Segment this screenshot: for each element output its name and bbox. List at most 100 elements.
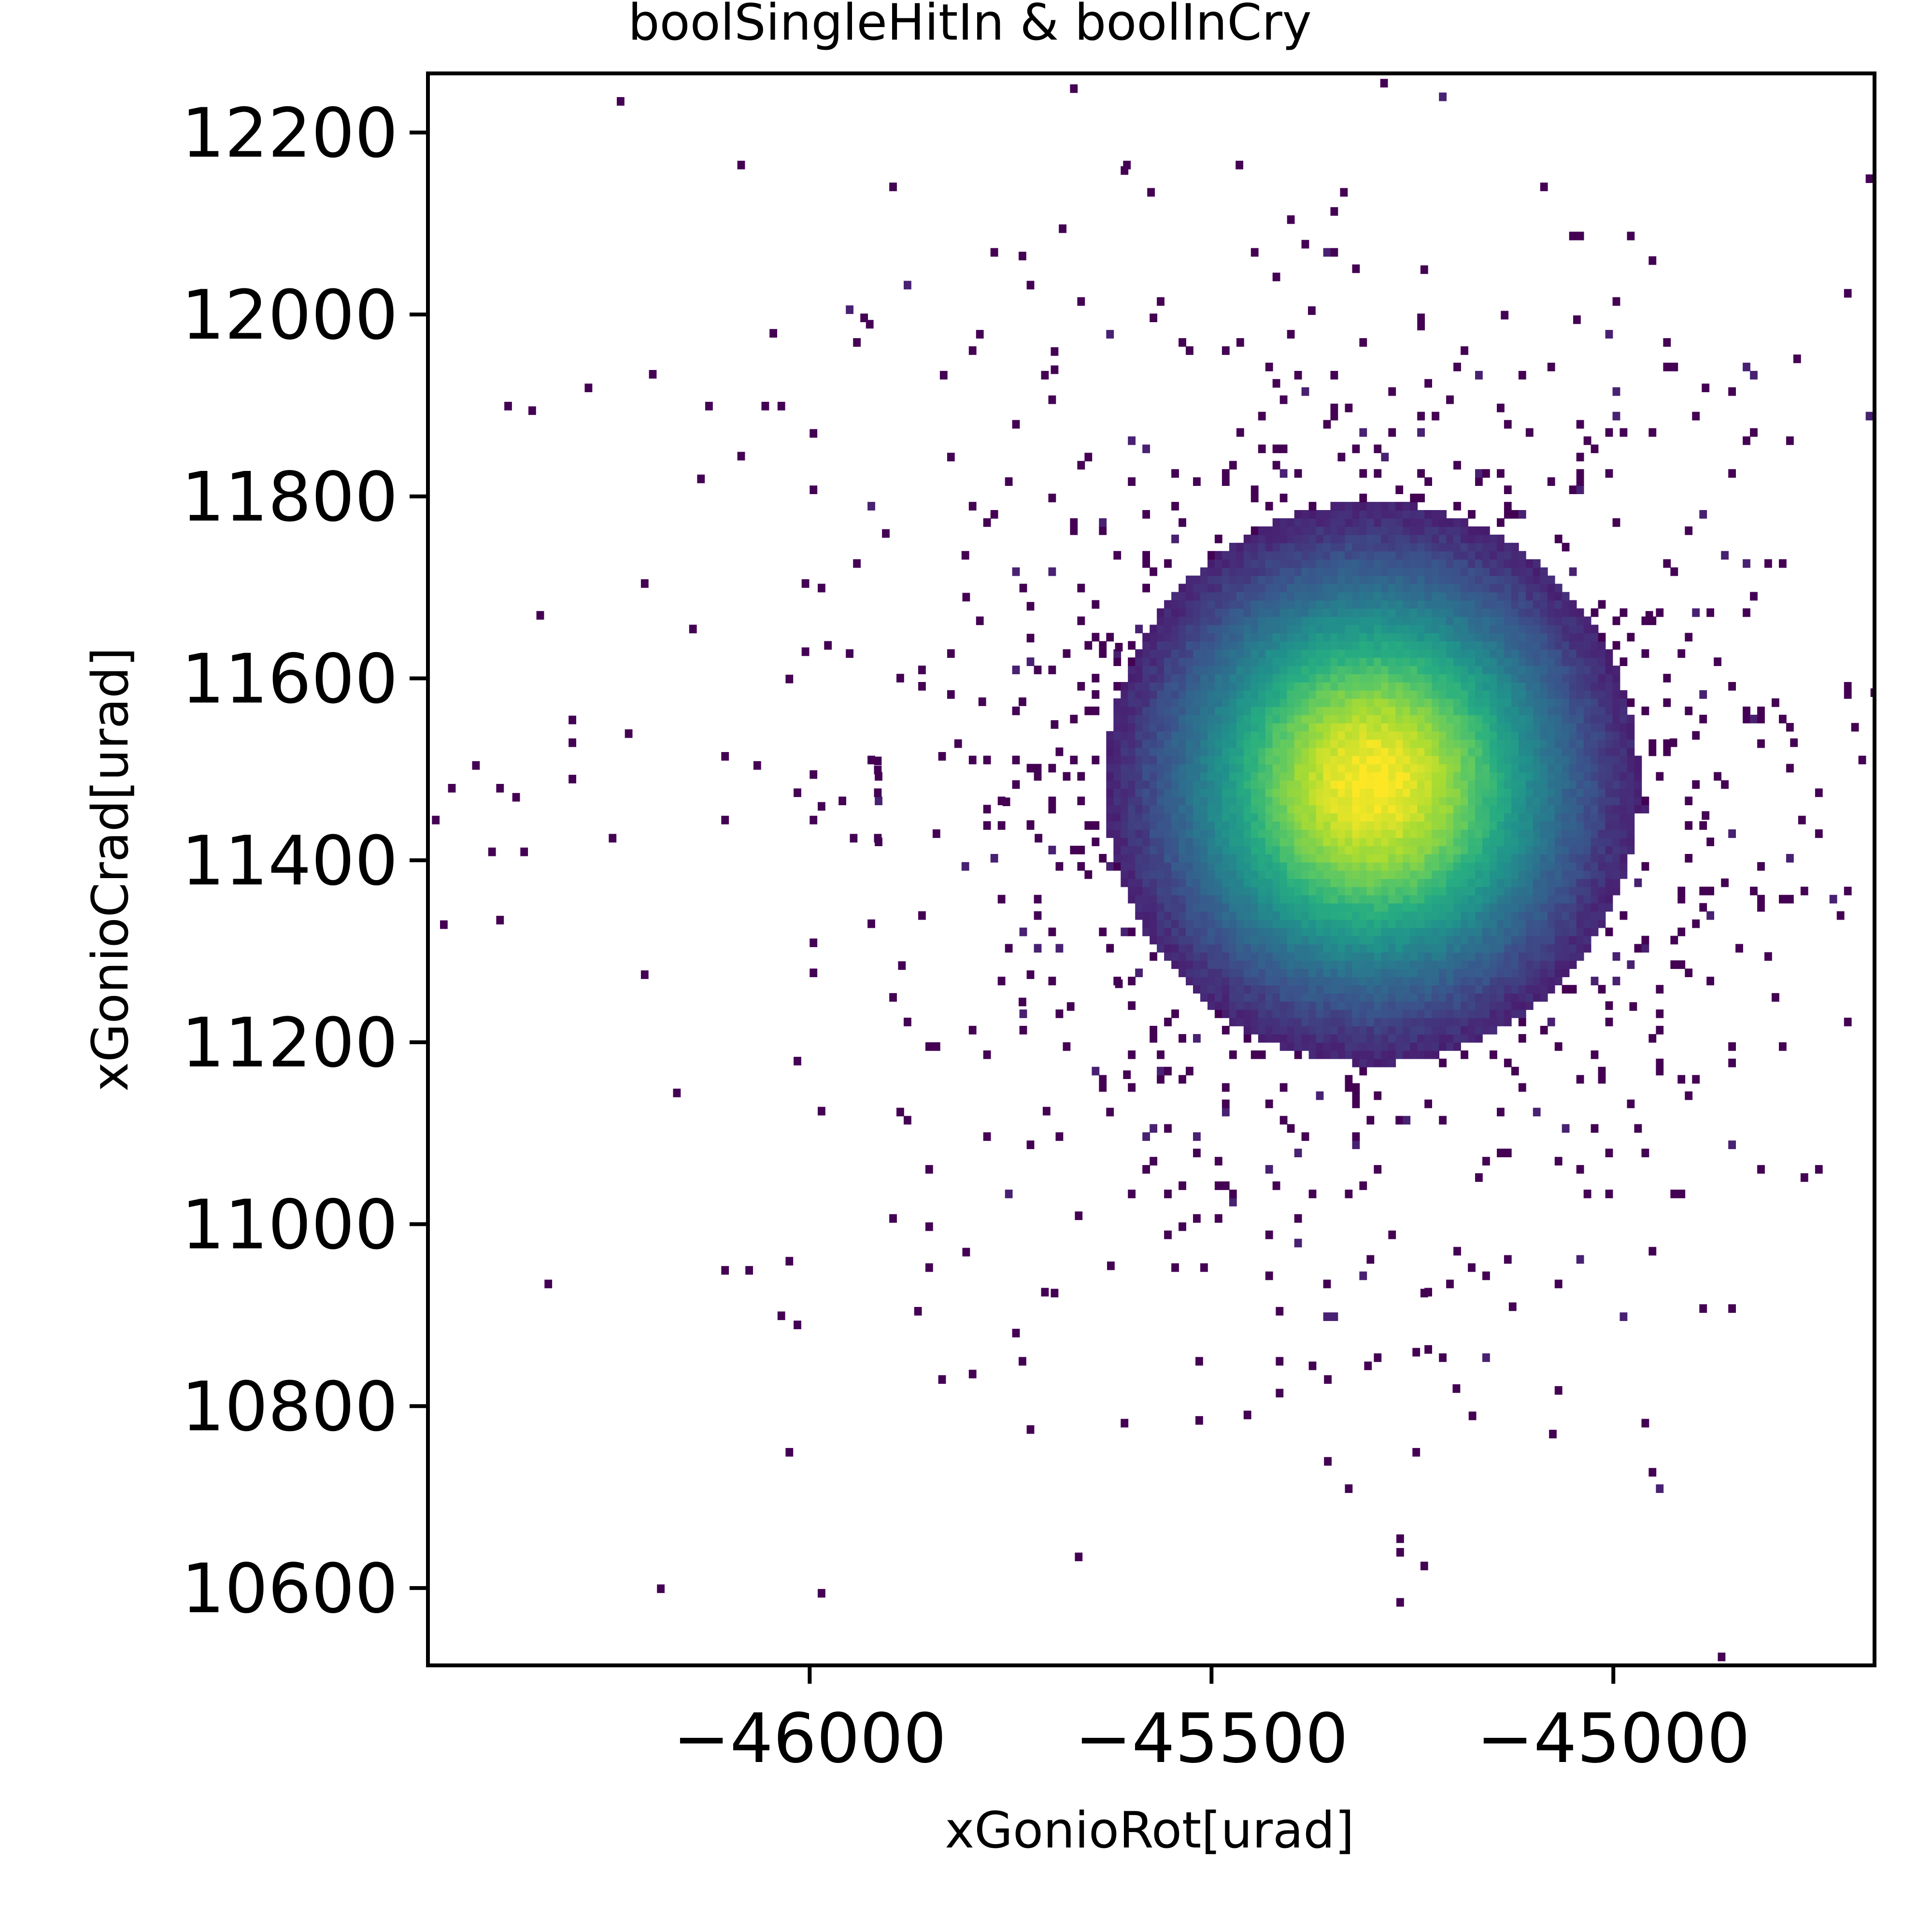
heatmap-bin	[1388, 698, 1396, 707]
heatmap-bin	[1453, 502, 1461, 511]
heatmap-bin	[1214, 919, 1222, 928]
heatmap-bin	[1468, 813, 1476, 822]
x-tick-label: −46000	[673, 1699, 947, 1778]
heatmap-bin	[1374, 1034, 1382, 1043]
heatmap-bin	[1468, 755, 1476, 765]
heatmap-bin	[1005, 1190, 1013, 1198]
heatmap-bin	[1446, 534, 1454, 543]
heatmap-bin	[1308, 780, 1317, 789]
heatmap-bin	[1236, 690, 1244, 699]
heatmap-bin	[1410, 944, 1418, 953]
heatmap-bin	[1150, 723, 1157, 732]
heatmap-bin	[1171, 944, 1179, 953]
heatmap-bin	[1287, 583, 1295, 593]
heatmap-bin	[1316, 993, 1324, 1002]
heatmap-bin	[1497, 805, 1505, 814]
heatmap-bin	[1417, 919, 1425, 928]
heatmap-bin	[1468, 821, 1476, 830]
heatmap-bin	[1490, 977, 1497, 985]
heatmap-bin	[1424, 666, 1432, 674]
heatmap-bin	[1482, 534, 1490, 543]
heatmap-bin	[1265, 641, 1273, 650]
heatmap-bin	[1330, 502, 1338, 511]
heatmap-bin	[1504, 788, 1512, 797]
heatmap-bin	[1330, 739, 1338, 748]
heatmap-bin	[1417, 616, 1425, 625]
heatmap-bin	[1150, 747, 1157, 756]
heatmap-bin	[1186, 583, 1193, 593]
heatmap-bin	[1424, 731, 1432, 740]
heatmap-bin	[1374, 1091, 1382, 1100]
heatmap-bin	[1150, 641, 1157, 650]
heatmap-bin	[1525, 739, 1534, 748]
heatmap-bin	[1403, 977, 1411, 985]
heatmap-bin	[1265, 788, 1273, 797]
heatmap-bin	[1461, 985, 1468, 994]
heatmap-bin	[1533, 567, 1541, 576]
heatmap-bin	[1164, 911, 1172, 920]
heatmap-bin	[1475, 674, 1483, 682]
heatmap-bin	[1374, 625, 1382, 634]
heatmap-bin	[1157, 706, 1165, 715]
heatmap-bin	[1208, 592, 1215, 601]
heatmap-bin	[1352, 977, 1360, 985]
heatmap-bin	[1612, 870, 1620, 879]
heatmap-bin	[1511, 542, 1519, 552]
heatmap-bin	[1598, 755, 1606, 765]
heatmap-bin	[1395, 616, 1404, 625]
heatmap-bin	[1547, 846, 1555, 854]
heatmap-bin	[1490, 993, 1497, 1002]
heatmap-bin	[1186, 968, 1193, 978]
heatmap-bin	[1461, 723, 1468, 732]
heatmap-bin	[1424, 919, 1432, 928]
heatmap-bin	[1718, 1652, 1726, 1662]
heatmap-bin	[1301, 657, 1309, 666]
heatmap-bin	[1308, 764, 1317, 773]
heatmap-bin	[1453, 526, 1461, 535]
heatmap-bin	[1779, 559, 1787, 568]
heatmap-bin	[1468, 846, 1476, 854]
heatmap-bin	[1490, 534, 1497, 543]
heatmap-bin	[1121, 854, 1129, 863]
heatmap-bin	[1475, 1025, 1483, 1035]
heatmap-bin	[1432, 592, 1439, 601]
heatmap-bin	[1540, 993, 1548, 1002]
heatmap-bin	[1525, 772, 1534, 781]
heatmap-bin	[1287, 788, 1295, 797]
heatmap-bin	[1591, 714, 1599, 724]
heatmap-bin	[1150, 821, 1157, 830]
heatmap-bin	[1092, 755, 1100, 765]
heatmap-bin	[1272, 854, 1280, 863]
heatmap-bin	[1236, 731, 1244, 740]
heatmap-bin	[1193, 633, 1201, 642]
heatmap-bin	[1243, 911, 1251, 920]
heatmap-bin	[1403, 1025, 1411, 1035]
heatmap-bin	[1685, 796, 1693, 806]
heatmap-bin	[1308, 927, 1317, 937]
heatmap-bin	[1591, 895, 1599, 904]
heatmap-bin	[1164, 821, 1172, 830]
heatmap-bin	[1301, 944, 1309, 953]
heatmap-bin	[1576, 714, 1584, 724]
heatmap-bin	[1200, 813, 1208, 822]
heatmap-bin	[1475, 829, 1483, 838]
heatmap-bin	[1612, 838, 1620, 846]
heatmap-bin	[1388, 1018, 1396, 1026]
heatmap-bin	[1511, 731, 1519, 740]
heatmap-bin	[1453, 870, 1461, 879]
heatmap-bin	[1388, 936, 1396, 945]
heatmap-bin	[1468, 1025, 1476, 1035]
heatmap-bin	[1316, 1001, 1324, 1010]
heatmap-bin	[1540, 764, 1548, 773]
heatmap-bin	[1308, 306, 1316, 315]
heatmap-bin	[983, 1050, 991, 1059]
heatmap-bin	[1279, 838, 1288, 846]
heatmap-bin	[1439, 567, 1447, 576]
heatmap-bin	[1222, 788, 1230, 797]
heatmap-bin	[1374, 518, 1382, 527]
heatmap-bin	[1518, 993, 1526, 1002]
heatmap-bin	[1497, 633, 1505, 642]
heatmap-bin	[1337, 944, 1346, 953]
heatmap-bin	[1323, 960, 1331, 969]
heatmap-bin	[1359, 862, 1367, 871]
